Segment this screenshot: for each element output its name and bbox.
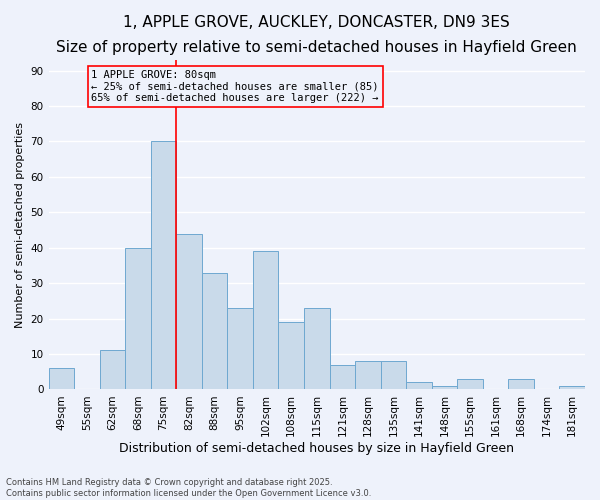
Bar — [508, 379, 534, 390]
Bar — [559, 386, 585, 390]
Bar — [202, 272, 227, 390]
Bar — [151, 142, 176, 390]
Title: 1, APPLE GROVE, AUCKLEY, DONCASTER, DN9 3ES
Size of property relative to semi-de: 1, APPLE GROVE, AUCKLEY, DONCASTER, DN9 … — [56, 15, 577, 54]
X-axis label: Distribution of semi-detached houses by size in Hayfield Green: Distribution of semi-detached houses by … — [119, 442, 514, 455]
Bar — [329, 364, 355, 390]
Bar — [278, 322, 304, 390]
Bar — [100, 350, 125, 390]
Bar — [176, 234, 202, 390]
Text: Contains HM Land Registry data © Crown copyright and database right 2025.
Contai: Contains HM Land Registry data © Crown c… — [6, 478, 371, 498]
Text: 1 APPLE GROVE: 80sqm
← 25% of semi-detached houses are smaller (85)
65% of semi-: 1 APPLE GROVE: 80sqm ← 25% of semi-detac… — [91, 70, 379, 103]
Bar — [355, 361, 380, 390]
Bar — [227, 308, 253, 390]
Bar — [432, 386, 457, 390]
Y-axis label: Number of semi-detached properties: Number of semi-detached properties — [15, 122, 25, 328]
Bar — [125, 248, 151, 390]
Bar — [457, 379, 483, 390]
Bar — [253, 252, 278, 390]
Bar — [380, 361, 406, 390]
Bar — [406, 382, 432, 390]
Bar — [304, 308, 329, 390]
Bar — [49, 368, 74, 390]
